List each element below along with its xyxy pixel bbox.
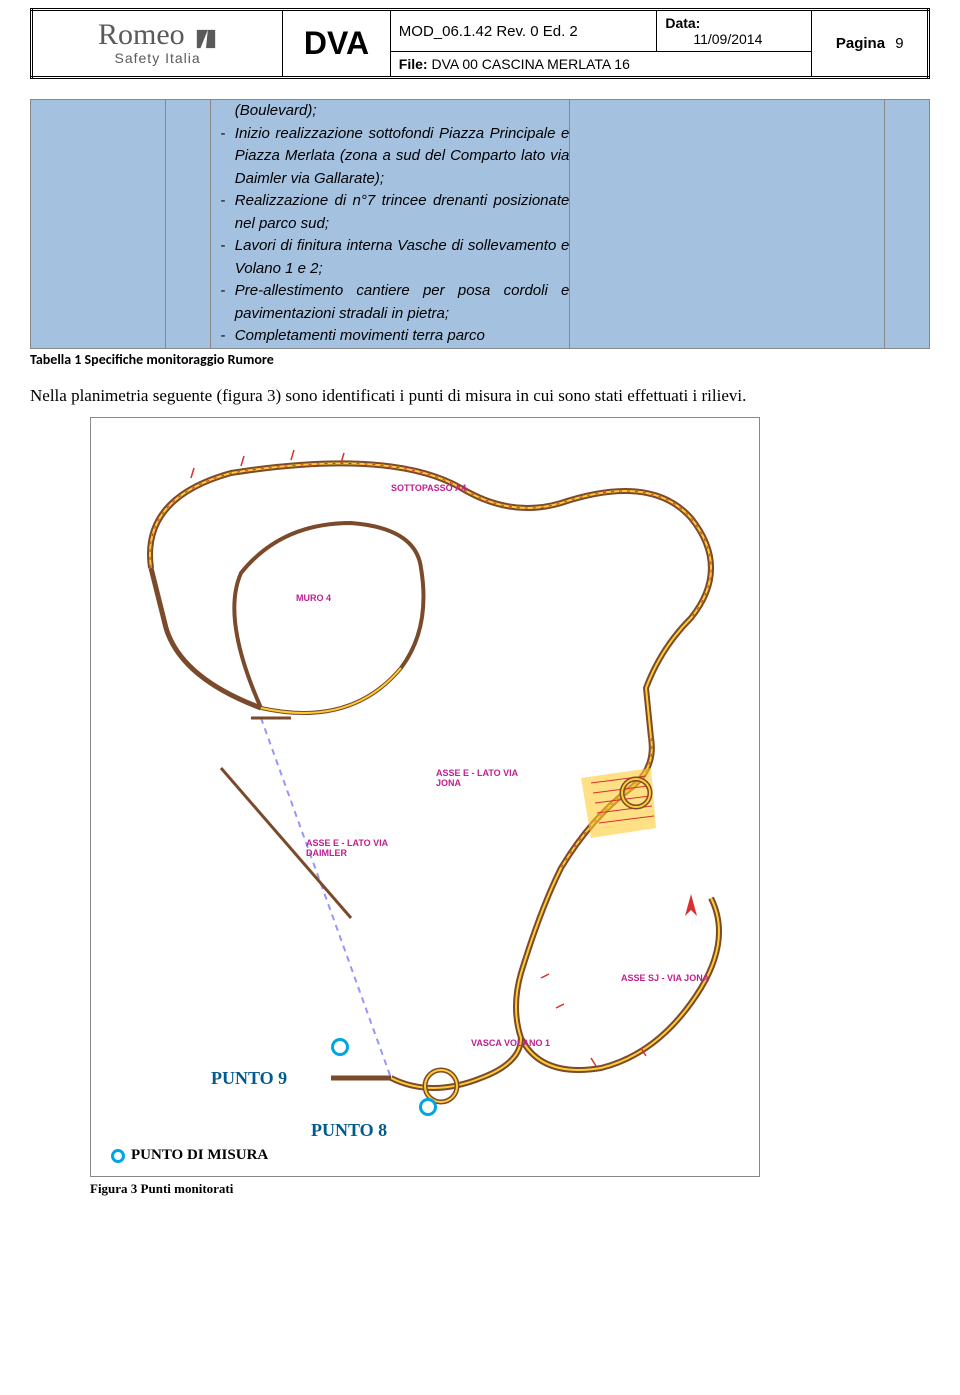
map-label-asse-e-daimler: ASSE E - LATO VIA DAIMLER xyxy=(306,838,416,858)
map-container: SOTTOPASSO A4 MURO 4 ASSE E - LATO VIA J… xyxy=(90,417,760,1197)
spec-item: -Realizzazione di n°7 trincee drenanti p… xyxy=(211,190,570,235)
map-label-asse-sj: ASSE SJ - VIA JONA xyxy=(621,973,709,983)
map-legend: PUNTO DI MISURA xyxy=(111,1147,268,1164)
dva-label: DVA xyxy=(283,10,391,78)
file-cell: File: DVA 00 CASCINA MERLATA 16 xyxy=(390,52,812,78)
data-cell: Data: 11/09/2014 xyxy=(657,10,812,52)
logo-mark-icon xyxy=(195,28,217,50)
data-label: Data: xyxy=(665,15,700,31)
legend-text: PUNTO DI MISURA xyxy=(131,1147,268,1163)
logo-brand-bottom: Safety Italia xyxy=(41,50,274,66)
spec-blank-col-4 xyxy=(885,100,930,349)
spec-intro: (Boulevard); xyxy=(211,100,570,123)
map-label-vasca: VASCA VOLANO 1 xyxy=(471,1038,550,1048)
figure-caption: Figura 3 Punti monitorati xyxy=(90,1181,760,1197)
file-label: File: xyxy=(399,56,428,72)
spec-item: -Inizio realizzazione sottofondi Piazza … xyxy=(211,123,570,191)
spec-text-col: (Boulevard); -Inizio realizzazione sotto… xyxy=(210,100,570,349)
spec-blank-col-1 xyxy=(31,100,166,349)
spec-item: -Pre-allestimento cantiere per posa cord… xyxy=(211,280,570,325)
mod-code: MOD_06.1.42 Rev. 0 Ed. 2 xyxy=(390,10,657,52)
pagina-value: 9 xyxy=(889,35,903,52)
file-value: DVA 00 CASCINA MERLATA 16 xyxy=(431,56,629,72)
body-paragraph: Nella planimetria seguente (figura 3) so… xyxy=(30,384,930,408)
header-table: Romeo Safety Italia DVA MOD_06.1.42 Rev.… xyxy=(30,8,930,79)
punto9-label: PUNTO 9 xyxy=(211,1068,287,1089)
punto8-label: PUNTO 8 xyxy=(311,1120,387,1141)
spec-table: (Boulevard); -Inizio realizzazione sotto… xyxy=(30,99,930,349)
map-label-sottopasso: SOTTOPASSO A4 xyxy=(391,483,466,493)
map-frame: SOTTOPASSO A4 MURO 4 ASSE E - LATO VIA J… xyxy=(90,417,760,1177)
map-road-network xyxy=(91,418,760,1177)
map-label-muro4: MURO 4 xyxy=(296,593,331,603)
logo-cell: Romeo Safety Italia xyxy=(32,10,283,78)
pagina-label: Pagina xyxy=(836,35,885,52)
pagina-cell: Pagina 9 xyxy=(812,10,929,78)
spec-item: -Completamenti movimenti terra parco xyxy=(211,325,570,348)
spec-item: -Lavori di finitura interna Vasche di so… xyxy=(211,235,570,280)
logo-brand-top: Romeo xyxy=(98,18,185,51)
table-caption: Tabella 1 Specifiche monitoraggio Rumore xyxy=(30,351,930,368)
spec-blank-col-3 xyxy=(570,100,885,349)
legend-marker-icon xyxy=(111,1149,125,1163)
spec-blank-col-2 xyxy=(165,100,210,349)
map-label-asse-e-jona: ASSE E - LATO VIA JONA xyxy=(436,768,536,788)
data-value: 11/09/2014 xyxy=(665,31,762,47)
